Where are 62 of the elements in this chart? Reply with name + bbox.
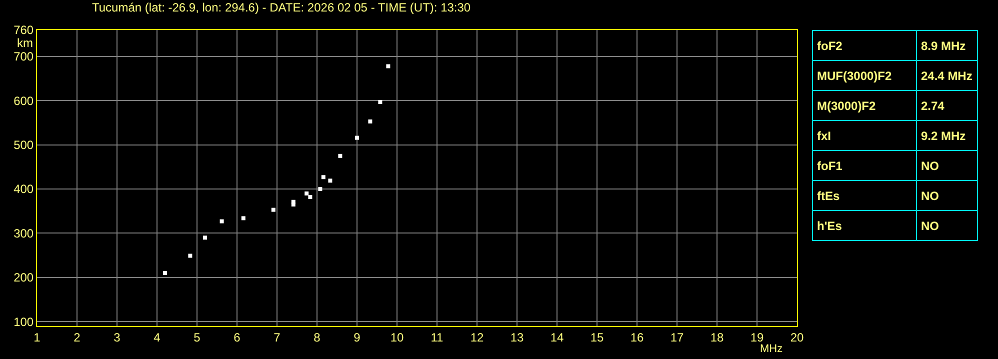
text: ftEs — [812, 180, 916, 210]
text: M(3000)F2 — [812, 90, 916, 120]
text: fxI — [812, 120, 916, 150]
text: h'Es — [812, 210, 916, 240]
point — [291, 202, 296, 207]
y-tick-label: 400 — [14, 182, 34, 196]
point — [188, 254, 192, 258]
x-tick-label: 12 — [470, 330, 484, 344]
x-tick-label: 4 — [154, 330, 161, 344]
x-tick-label: 16 — [630, 330, 644, 344]
y-tick-label: 760 — [14, 23, 34, 38]
x-tick-label: 13 — [510, 330, 524, 344]
point — [241, 216, 246, 220]
x-tick-label: 19 — [750, 330, 764, 344]
point — [338, 154, 342, 158]
x-tick-label: 14 — [550, 330, 564, 344]
x-tick-label: 10 — [390, 330, 404, 344]
point — [378, 100, 382, 104]
point — [386, 64, 390, 68]
text: NO — [916, 210, 978, 240]
text: foF2 — [812, 30, 916, 60]
x-tick-label: 2 — [74, 330, 81, 344]
text: 2.74 — [916, 90, 978, 120]
x-tick-label: 1 — [34, 330, 41, 344]
text: 9.2 MHz — [916, 120, 978, 150]
text: NO — [916, 150, 978, 180]
y-tick-label: 200 — [14, 270, 34, 285]
x-tick-label: 11 — [430, 330, 444, 344]
point — [368, 119, 372, 124]
point — [355, 136, 359, 140]
text: foF1 — [812, 150, 916, 180]
point — [321, 175, 326, 180]
x-tick-label: 20 — [790, 330, 804, 344]
text: 24.4 MHz — [916, 60, 978, 90]
point — [328, 178, 332, 183]
x-tick-label: 18 — [710, 330, 724, 344]
point — [203, 236, 207, 240]
point — [318, 187, 322, 192]
text: 8.9 MHz — [916, 30, 978, 60]
x-tick-label: 9 — [354, 330, 361, 344]
x-tick-label: 7 — [274, 330, 281, 344]
point — [304, 191, 309, 196]
y-tick-label: 500 — [14, 138, 34, 152]
x-tick-label: 5 — [194, 330, 201, 344]
text: MUF(3000)F2 — [812, 60, 916, 90]
x-tick-label: 15 — [590, 330, 604, 344]
y-axis-title: km — [17, 36, 33, 50]
text: NO — [916, 180, 978, 210]
x-tick-label: 8 — [314, 330, 321, 344]
x-tick-label: 3 — [114, 330, 121, 344]
point — [308, 195, 312, 199]
x-tick-label: 17 — [670, 330, 684, 344]
point — [220, 219, 224, 224]
y-tick-label: 100 — [14, 314, 34, 329]
point — [271, 208, 276, 212]
chart-title: Tucumán (lat: -26.9, lon: 294.6) - DATE: 2026 02 05 - TIME (UT): 13:30 — [92, 0, 471, 14]
y-tick-label: 700 — [14, 50, 34, 64]
x-tick-label: 6 — [234, 330, 241, 344]
y-tick-label: 300 — [14, 226, 34, 240]
point — [163, 270, 167, 275]
y-tick-label: 600 — [14, 94, 34, 108]
x-axis-title: MHz — [760, 343, 783, 355]
